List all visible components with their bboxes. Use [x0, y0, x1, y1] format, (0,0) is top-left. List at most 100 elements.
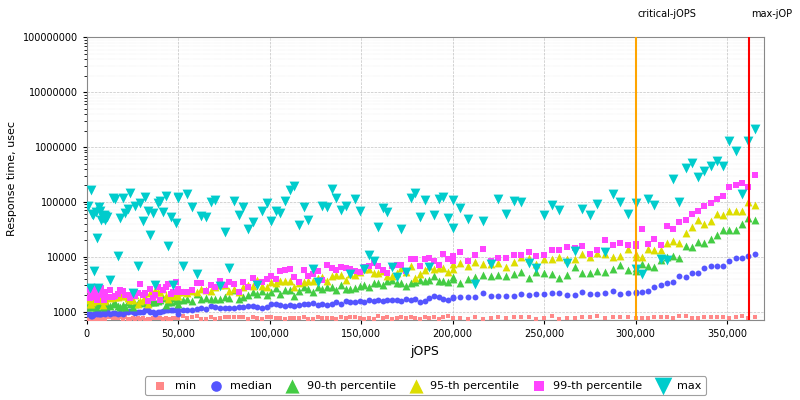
min — [622, 314, 634, 320]
max — [195, 213, 208, 219]
min — [139, 317, 152, 324]
median — [367, 298, 380, 304]
95-th percentile — [83, 301, 96, 307]
99-th percentile — [432, 262, 445, 268]
max — [568, 248, 581, 254]
min — [95, 315, 108, 322]
90-th percentile — [372, 280, 385, 287]
median — [418, 298, 431, 304]
95-th percentile — [698, 221, 711, 228]
min — [553, 316, 566, 322]
99-th percentile — [111, 291, 124, 297]
median — [404, 297, 417, 303]
99-th percentile — [151, 284, 164, 290]
90-th percentile — [414, 277, 426, 284]
95-th percentile — [154, 289, 167, 296]
max — [164, 214, 177, 220]
99-th percentile — [90, 296, 103, 303]
95-th percentile — [82, 297, 95, 303]
90-th percentile — [462, 276, 474, 283]
90-th percentile — [530, 269, 543, 275]
median — [214, 305, 226, 311]
max — [723, 138, 736, 145]
95-th percentile — [260, 284, 273, 290]
99-th percentile — [477, 246, 490, 252]
median — [95, 310, 108, 317]
95-th percentile — [255, 282, 268, 289]
99-th percentile — [530, 253, 543, 260]
90-th percentile — [172, 301, 185, 308]
max — [629, 266, 642, 273]
min — [499, 315, 512, 321]
max — [330, 195, 342, 201]
median — [477, 290, 490, 296]
min — [89, 317, 102, 324]
99-th percentile — [446, 258, 459, 264]
95-th percentile — [142, 301, 154, 307]
median — [499, 293, 512, 299]
99-th percentile — [283, 266, 296, 272]
90-th percentile — [149, 299, 162, 306]
min — [418, 314, 431, 321]
90-th percentile — [237, 294, 250, 300]
90-th percentile — [614, 262, 626, 269]
median — [326, 301, 338, 308]
max — [93, 204, 106, 210]
median — [530, 291, 543, 297]
min — [214, 315, 226, 321]
median — [190, 306, 203, 312]
99-th percentile — [344, 266, 357, 272]
95-th percentile — [126, 296, 139, 303]
median — [94, 310, 106, 317]
90-th percentile — [344, 286, 357, 292]
90-th percentile — [172, 296, 185, 303]
95-th percentile — [477, 260, 490, 267]
99-th percentile — [86, 287, 99, 293]
99-th percentile — [390, 262, 403, 268]
90-th percentile — [83, 304, 96, 310]
99-th percentile — [149, 292, 162, 298]
max — [283, 187, 296, 193]
90-th percentile — [598, 268, 611, 275]
min — [316, 315, 329, 321]
min — [200, 316, 213, 322]
median — [142, 306, 154, 313]
min — [538, 315, 550, 321]
90-th percentile — [395, 280, 408, 286]
max — [265, 218, 278, 224]
90-th percentile — [134, 298, 146, 305]
99-th percentile — [686, 211, 698, 218]
99-th percentile — [648, 236, 661, 242]
min — [283, 314, 296, 321]
95-th percentile — [144, 290, 157, 296]
95-th percentile — [522, 254, 535, 261]
95-th percentile — [492, 260, 505, 266]
90-th percentile — [242, 292, 254, 298]
max — [629, 200, 642, 206]
median — [349, 298, 362, 305]
median — [124, 307, 137, 314]
90-th percentile — [283, 287, 296, 294]
max — [146, 210, 159, 216]
min — [172, 315, 185, 321]
median — [484, 293, 497, 300]
99-th percentile — [437, 250, 450, 257]
90-th percentile — [146, 299, 159, 305]
95-th percentile — [242, 282, 254, 288]
99-th percentile — [395, 262, 408, 268]
95-th percentile — [278, 278, 291, 284]
min — [90, 316, 103, 322]
max — [372, 224, 385, 231]
median — [98, 311, 111, 318]
99-th percentile — [583, 250, 596, 257]
90-th percentile — [126, 304, 139, 310]
90-th percentile — [418, 278, 431, 284]
median — [710, 263, 723, 270]
95-th percentile — [546, 256, 558, 262]
min — [372, 313, 385, 320]
90-th percentile — [164, 298, 177, 305]
95-th percentile — [246, 283, 259, 289]
median — [82, 310, 95, 317]
max — [114, 215, 126, 221]
min — [157, 316, 170, 322]
